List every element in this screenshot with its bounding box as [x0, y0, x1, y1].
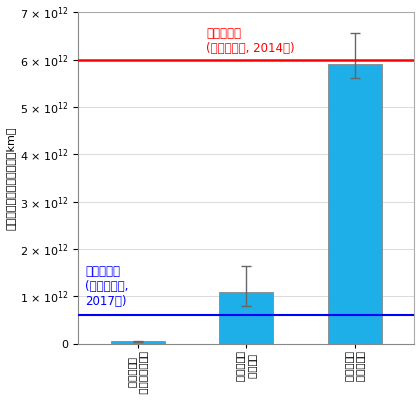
Text: 欧州規制値
(ガソリン車, 2014－): 欧州規制値 (ガソリン車, 2014－) — [206, 27, 295, 55]
Bar — [111, 341, 165, 344]
Y-axis label: 粒子個数の排出係数（個／km）: 粒子個数の排出係数（個／km） — [5, 126, 16, 230]
Text: 欧州規制値
(ガソリン車,
2017－): 欧州規制値 (ガソリン車, 2017－) — [85, 265, 129, 308]
Bar — [219, 292, 273, 344]
Bar — [328, 64, 382, 344]
